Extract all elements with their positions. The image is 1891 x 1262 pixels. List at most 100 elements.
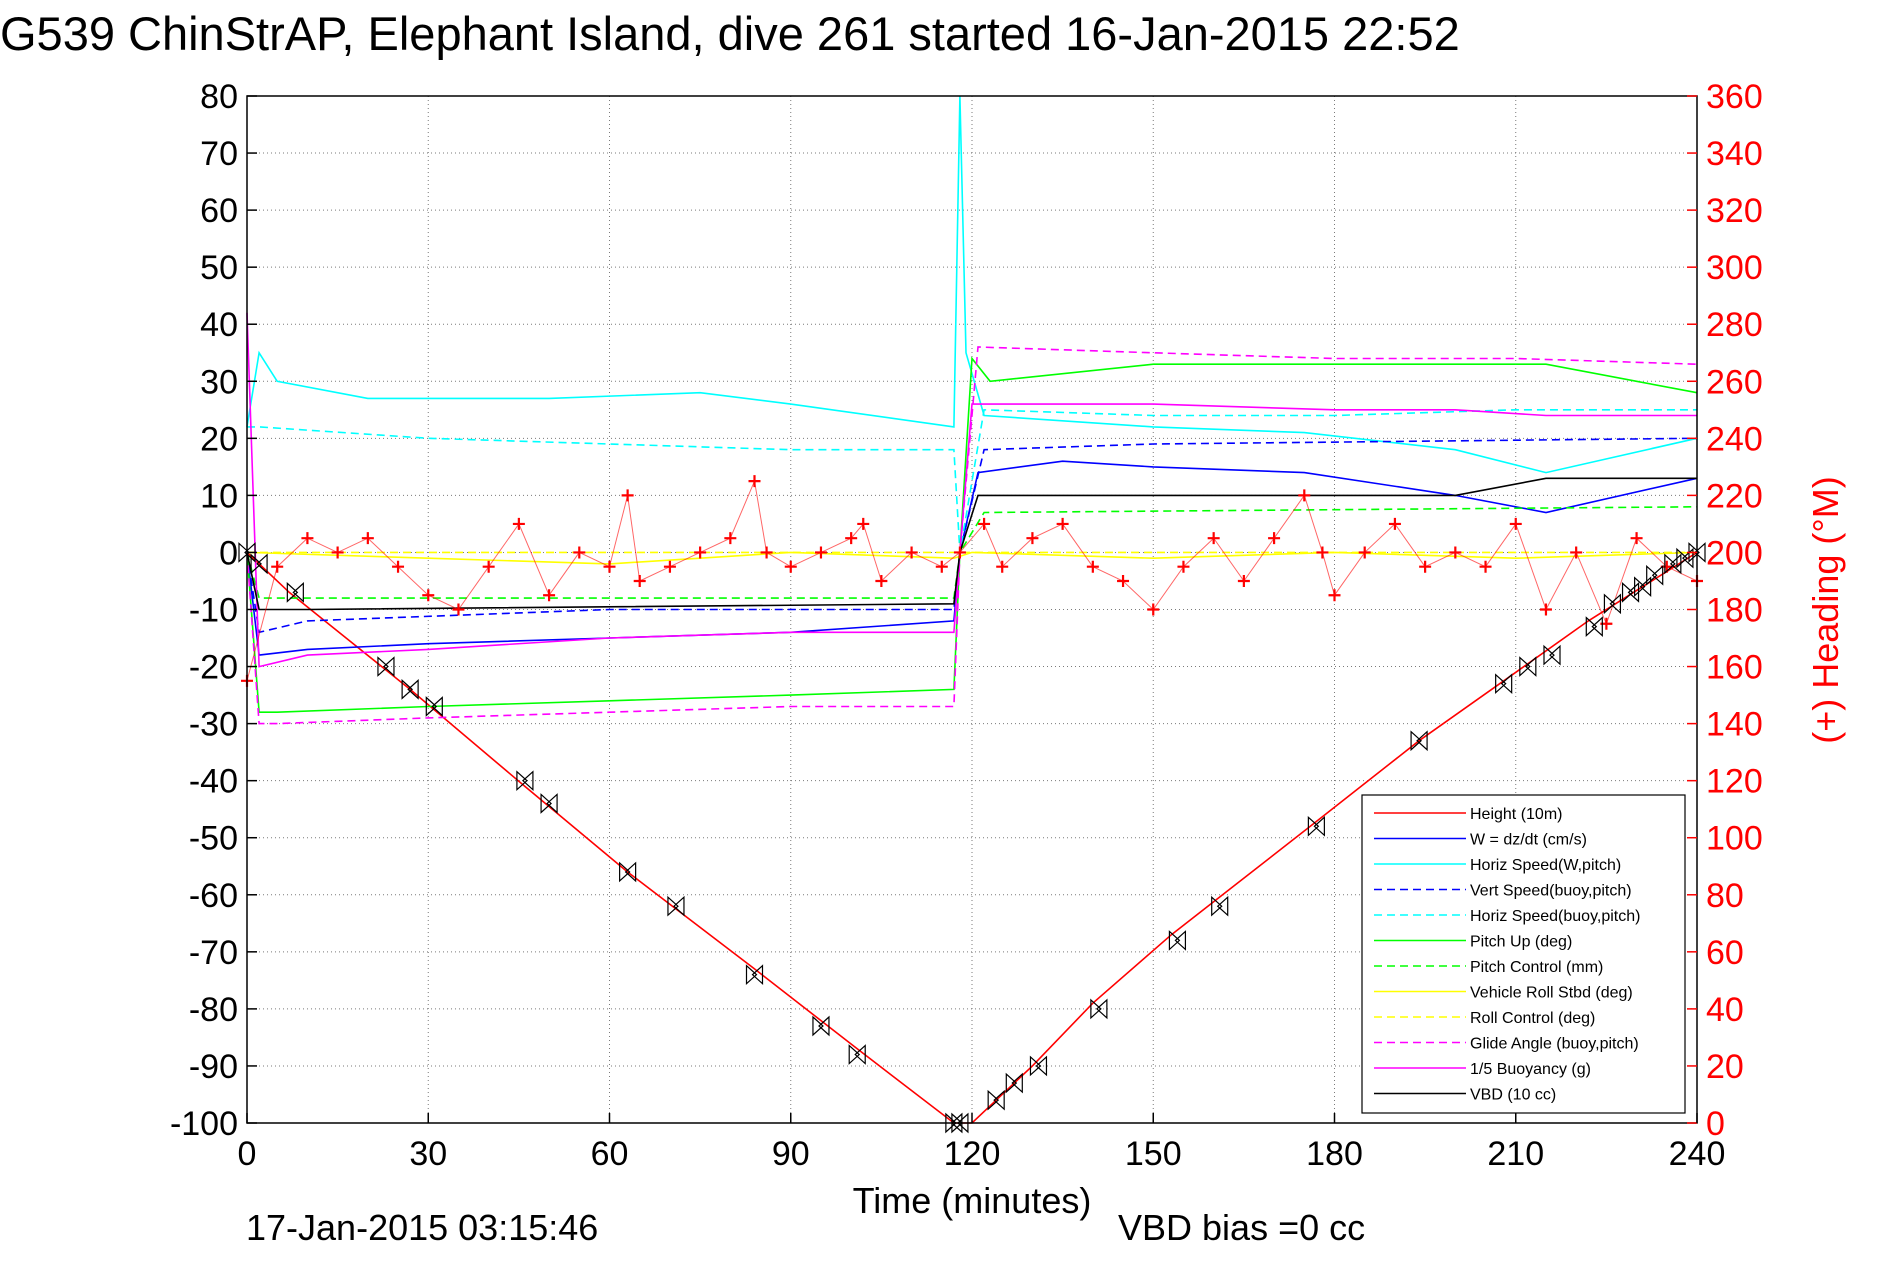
heading-marker	[953, 546, 966, 559]
depth-marker	[1307, 815, 1325, 837]
heading-marker	[845, 532, 858, 545]
heading-marker	[905, 546, 918, 559]
heading-marker	[748, 475, 761, 488]
y-tick-label: 70	[200, 135, 238, 173]
y-tick-label: -10	[189, 592, 238, 630]
depth-marker	[1410, 730, 1428, 752]
heading-trace	[246, 479, 1698, 681]
depth-marker	[1634, 576, 1652, 598]
x-tick-label: 180	[1306, 1135, 1363, 1173]
heading-marker	[1358, 546, 1371, 559]
heading-marker	[452, 603, 465, 616]
depth-marker	[1495, 673, 1513, 695]
heading-marker	[361, 532, 374, 545]
heading-marker	[392, 560, 405, 573]
series-line-10	[246, 346, 1698, 725]
y-right-tick-label: 280	[1706, 306, 1763, 344]
heading-marker	[694, 546, 707, 559]
footer-vbd-bias: VBD bias =0 cc	[1118, 1207, 1365, 1248]
y-tick-label: 60	[200, 192, 238, 230]
y-tick-label: 30	[200, 363, 238, 401]
heading-marker	[1509, 517, 1522, 530]
heading-marker	[1026, 532, 1039, 545]
heading-marker	[1328, 589, 1341, 602]
depth-marker	[1029, 1055, 1048, 1077]
heading-marker	[1207, 532, 1220, 545]
y-tick-label: -70	[189, 934, 238, 972]
series-layer	[246, 95, 1698, 1124]
depth-marker	[1090, 998, 1108, 1020]
y-right-tick-label: 60	[1706, 934, 1744, 972]
depth-marker	[516, 770, 534, 792]
heading-marker	[875, 574, 888, 587]
y-right-tick-label: 0	[1706, 1105, 1725, 1143]
legend: Height (10m) W = dz/dt (cm/s) Horiz Speed(…	[1361, 794, 1686, 1114]
heading-marker	[482, 560, 495, 573]
heading-marker	[857, 517, 870, 530]
x-tick-label: 60	[591, 1135, 629, 1173]
heading-marker	[621, 489, 634, 502]
right-axis: 3603403203002802602402202001801601401201…	[1687, 78, 1763, 1143]
depth-marker	[812, 1015, 830, 1037]
footer-timestamp: 17-Jan-2015 03:15:46	[246, 1207, 598, 1248]
heading-marker	[1237, 574, 1250, 587]
y-right-tick-label: 80	[1706, 877, 1744, 915]
legend-label: VBD (10 cc)	[1470, 1087, 1556, 1104]
legend-label: 1/5 Buoyancy (g)	[1470, 1061, 1591, 1078]
y-right-tick-label: 360	[1706, 78, 1763, 116]
y-tick-label: -40	[189, 763, 238, 801]
depth-marker	[540, 793, 558, 814]
y-right-tick-label: 140	[1706, 706, 1763, 744]
series-line-3	[246, 95, 1698, 474]
legend-label: Pitch Up (deg)	[1470, 934, 1572, 951]
heading-marker	[663, 560, 676, 573]
x-tick-label: 0	[238, 1135, 257, 1173]
y-tick-label: 10	[200, 477, 238, 515]
depth-marker	[1603, 593, 1622, 615]
depth-marker	[286, 582, 304, 603]
heading-marker	[1449, 546, 1462, 559]
legend-label: Height (10m)	[1470, 806, 1562, 823]
depth-marker	[1585, 616, 1603, 637]
x-tick-label: 240	[1669, 1135, 1726, 1173]
heading-marker	[301, 532, 314, 545]
heading-marker	[1630, 532, 1643, 545]
y-tick-label: 0	[219, 534, 238, 572]
depth-marker	[425, 696, 443, 717]
heading-marker	[512, 517, 525, 530]
legend-label: W = dz/dt (cm/s)	[1470, 832, 1587, 849]
heading-marker	[1419, 560, 1432, 573]
y-tick-label: -20	[189, 649, 238, 687]
y-right-tick-label: 100	[1706, 820, 1763, 858]
heading-marker	[543, 589, 556, 602]
y-tick-label: 80	[200, 78, 238, 116]
y-tick-label: 50	[200, 249, 238, 287]
depth-marker	[1646, 564, 1664, 586]
depth-marker	[1005, 1072, 1023, 1094]
depth-marker	[1211, 895, 1229, 917]
heading-marker	[1177, 560, 1190, 573]
y-right-tick-label: 260	[1706, 363, 1763, 401]
heading-marker	[724, 532, 737, 545]
series-line-12	[246, 477, 1697, 611]
heading-marker	[1539, 603, 1552, 616]
y-right-tick-label: 180	[1706, 592, 1763, 630]
legend-label: Horiz Speed(W,pitch)	[1470, 857, 1621, 874]
x-tick-label: 150	[1125, 1135, 1182, 1173]
x-axis-label: Time (minutes)	[853, 1180, 1092, 1221]
y-right-tick-label: 240	[1706, 420, 1763, 458]
y-right-tick-label: 120	[1706, 763, 1763, 801]
legend-label: Roll Control (deg)	[1470, 1010, 1595, 1027]
depth-marker	[377, 656, 395, 677]
series-line-4	[246, 437, 1698, 634]
heading-marker	[978, 517, 991, 530]
y-tick-label: 40	[200, 306, 238, 344]
x-tick-label: 90	[772, 1135, 810, 1173]
heading-marker	[1479, 560, 1492, 573]
heading-marker	[935, 560, 948, 573]
heading-marker	[422, 589, 435, 602]
depth-marker	[1543, 644, 1561, 666]
y-right-tick-label: 20	[1706, 1048, 1744, 1086]
y-right-tick-label: 40	[1706, 991, 1744, 1029]
